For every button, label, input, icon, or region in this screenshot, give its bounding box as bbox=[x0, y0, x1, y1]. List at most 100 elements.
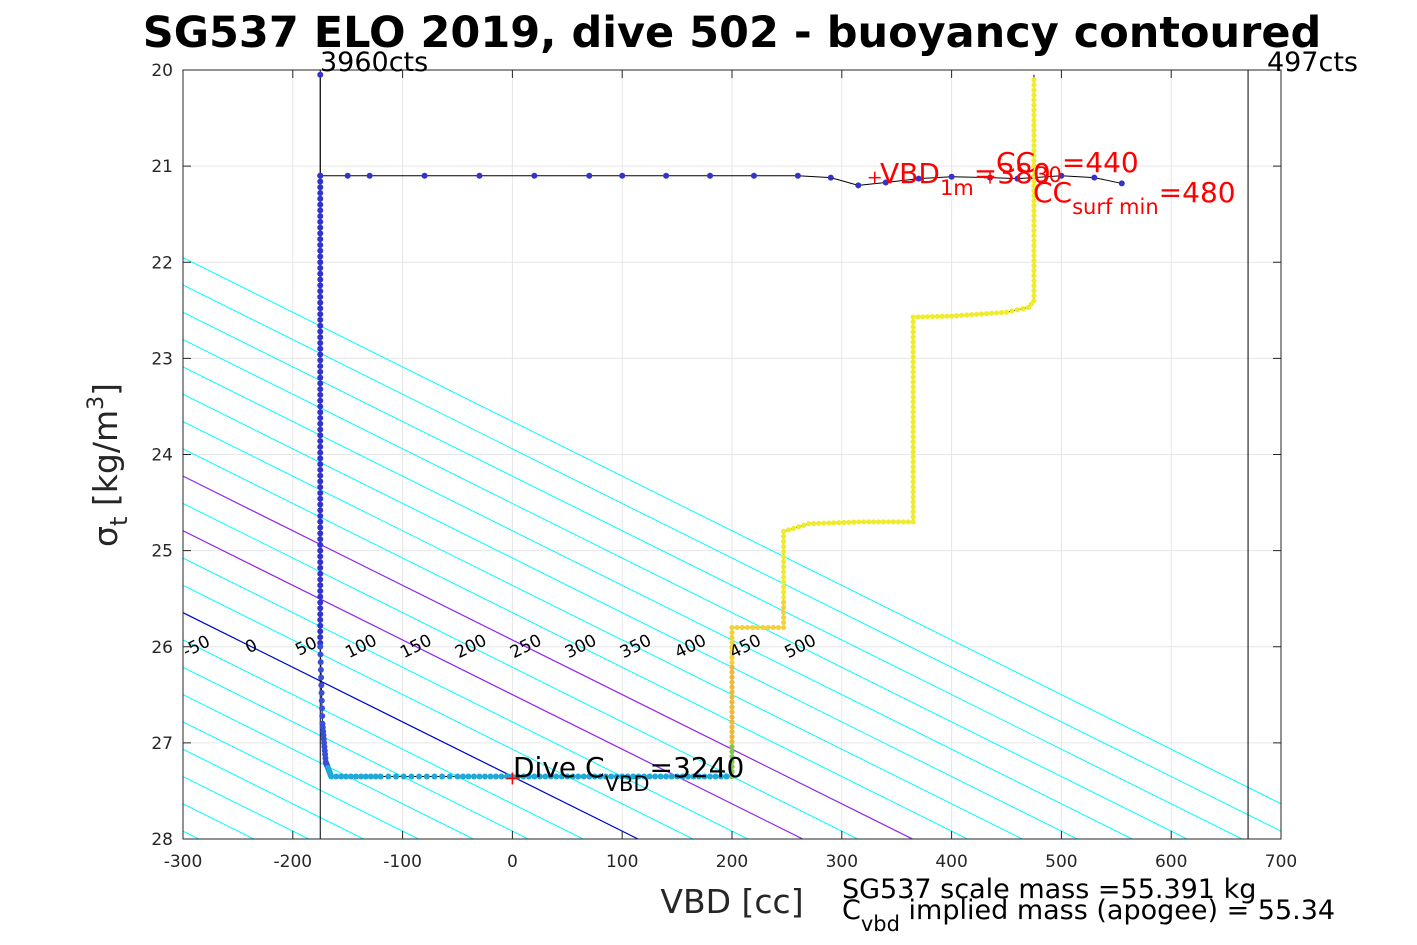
ascent-point bbox=[910, 374, 916, 380]
contour-line bbox=[183, 393, 1078, 839]
ascent-point bbox=[998, 309, 1005, 316]
descent-point bbox=[317, 547, 324, 554]
vbd1m-val: =380 bbox=[974, 157, 1051, 190]
contour-line bbox=[183, 557, 749, 839]
contour-line bbox=[183, 584, 694, 839]
ascent-point bbox=[729, 629, 735, 636]
descent-point bbox=[855, 182, 862, 189]
x-tick-label: -100 bbox=[383, 852, 422, 872]
ascent-point bbox=[988, 310, 995, 316]
descent-point bbox=[317, 305, 324, 312]
descent-point bbox=[317, 299, 324, 306]
ascent-point bbox=[1031, 183, 1037, 189]
deep-point bbox=[333, 773, 340, 780]
ascent-point bbox=[993, 310, 1000, 316]
ascent-point bbox=[1031, 278, 1037, 284]
ascent-point bbox=[910, 369, 916, 375]
ascent-point bbox=[781, 624, 787, 631]
descent-point bbox=[619, 172, 626, 179]
descent-point bbox=[317, 71, 324, 78]
descent-point bbox=[317, 530, 324, 537]
deep-point bbox=[317, 651, 324, 658]
deep-point bbox=[624, 773, 631, 780]
deep-point bbox=[408, 773, 415, 780]
deep-point bbox=[357, 773, 364, 780]
ascent-point bbox=[729, 679, 735, 685]
ascent-point bbox=[1031, 122, 1037, 128]
y-tick-label: 26 bbox=[151, 638, 173, 658]
ccsurf-sub: surf min bbox=[1072, 195, 1159, 219]
ascent-point bbox=[729, 644, 735, 650]
ascent-point bbox=[910, 399, 916, 405]
ascent-point bbox=[1031, 238, 1037, 244]
ascent-point bbox=[786, 527, 792, 533]
ascent-point bbox=[953, 313, 960, 319]
descent-point bbox=[317, 472, 324, 479]
vbd1m-sub: 1m bbox=[940, 176, 974, 200]
descent-point bbox=[317, 201, 324, 208]
deep-point bbox=[564, 773, 571, 780]
ascent-point bbox=[1031, 193, 1037, 199]
y-tick-label: 22 bbox=[151, 253, 173, 273]
ascent-point bbox=[816, 520, 822, 526]
descent-point bbox=[317, 484, 324, 491]
ascent-point bbox=[1031, 178, 1037, 184]
deep-point bbox=[439, 773, 446, 780]
chart-title: SG537 ELO 2019, dive 502 - buoyancy cont… bbox=[143, 8, 1322, 58]
ascent-point bbox=[910, 359, 916, 365]
deep-point bbox=[547, 773, 554, 780]
deep-point bbox=[347, 773, 354, 780]
contour-line bbox=[183, 366, 1133, 839]
ascent-point bbox=[775, 624, 782, 631]
contour-line bbox=[183, 420, 1023, 839]
descent-point bbox=[1091, 174, 1098, 181]
ascent-point bbox=[729, 639, 735, 646]
x-tick-label: 100 bbox=[606, 852, 638, 872]
deep-point bbox=[608, 773, 615, 780]
descent-point bbox=[317, 628, 324, 635]
deep-point bbox=[553, 773, 560, 780]
x-tick-label: 200 bbox=[716, 852, 748, 872]
descent-point bbox=[317, 247, 324, 254]
descent-point bbox=[317, 339, 324, 346]
dive-cvbd-base: Dive C bbox=[513, 751, 605, 784]
y-tick-label: 23 bbox=[151, 349, 173, 369]
ascent-point bbox=[729, 654, 735, 660]
ccsurf-annotation: CCsurf min=480 bbox=[1033, 176, 1236, 219]
ascent-point bbox=[781, 584, 787, 590]
ascent-point bbox=[729, 704, 735, 710]
deep-point bbox=[318, 697, 325, 704]
descent-point bbox=[317, 524, 324, 531]
x-tick-label: 300 bbox=[826, 852, 858, 872]
descent-point bbox=[317, 236, 324, 243]
ascent-point bbox=[729, 739, 735, 745]
ascent-point bbox=[729, 759, 735, 765]
cc30-base: CC bbox=[996, 146, 1035, 179]
descent-point bbox=[317, 605, 324, 612]
contour-line bbox=[183, 448, 968, 839]
ascent-point bbox=[885, 519, 892, 525]
descent-point bbox=[344, 172, 351, 179]
deep-point bbox=[690, 773, 697, 780]
ascent-point bbox=[1031, 102, 1037, 108]
deep-point bbox=[318, 682, 325, 689]
ascent-point bbox=[866, 519, 872, 525]
deep-point bbox=[338, 773, 345, 780]
ascent-point bbox=[910, 324, 916, 330]
deep-point bbox=[542, 773, 549, 780]
deep-point bbox=[646, 773, 653, 780]
ascent-point bbox=[963, 312, 970, 318]
ascent-point bbox=[910, 344, 916, 350]
descent-point bbox=[317, 536, 324, 543]
ascent-point bbox=[958, 312, 965, 318]
ascent-point bbox=[978, 311, 985, 317]
ascent-point bbox=[1031, 248, 1037, 254]
contour-line bbox=[183, 502, 858, 839]
highlight-contour-line bbox=[183, 475, 913, 839]
vbd1m-annotation: VBD1m=380 bbox=[880, 157, 1051, 200]
ascent-point bbox=[796, 524, 802, 530]
deep-point bbox=[630, 773, 637, 780]
ascent-point bbox=[755, 624, 761, 631]
ascent-point bbox=[1031, 97, 1037, 103]
